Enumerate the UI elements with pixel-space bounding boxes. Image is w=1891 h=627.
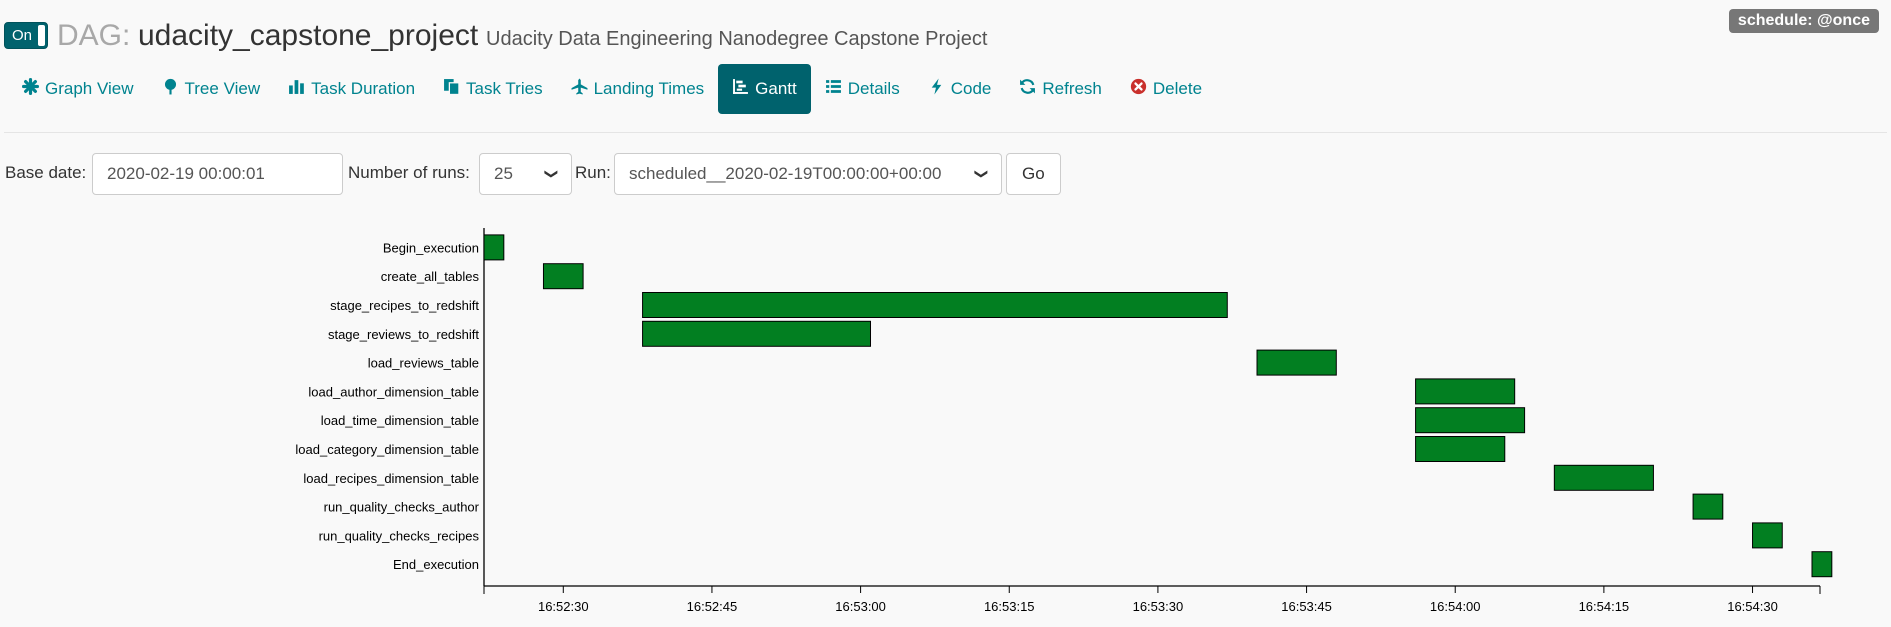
task-bar[interactable] (1416, 437, 1505, 462)
copy-icon (443, 78, 460, 100)
task-bar[interactable] (643, 293, 1228, 318)
run-select[interactable]: scheduled__2020-02-19T00:00:00+00:00 ❯ (614, 153, 1002, 195)
tab-graph-view[interactable]: Graph View (8, 64, 148, 114)
task-label: load_recipes_dimension_table (303, 471, 479, 486)
chevron-down-icon: ❯ (542, 169, 562, 180)
task-label: load_reviews_table (368, 356, 479, 371)
task-label: End_execution (393, 557, 479, 572)
x-tick-label: 16:52:45 (687, 599, 738, 614)
task-bar[interactable] (1416, 379, 1515, 404)
x-tick-label: 16:53:45 (1281, 599, 1332, 614)
num-runs-select[interactable]: 25 ❯ (479, 153, 572, 195)
run-label: Run: (575, 163, 611, 183)
task-bar[interactable] (543, 264, 583, 289)
tab-label: Graph View (45, 79, 134, 99)
remove-circle-icon (1130, 78, 1147, 100)
tab-tree-view[interactable]: Tree View (148, 64, 275, 114)
tab-delete[interactable]: Delete (1116, 64, 1216, 114)
task-bar[interactable] (1693, 494, 1723, 519)
tab-label: Gantt (755, 79, 797, 99)
x-tick-label: 16:54:30 (1727, 599, 1778, 614)
dag-description: Udacity Data Engineering Nanodegree Caps… (486, 27, 987, 51)
x-tick-label: 16:53:15 (984, 599, 1035, 614)
task-bar[interactable] (484, 235, 504, 260)
tab-label: Details (848, 79, 900, 99)
task-label: stage_reviews_to_redshift (328, 327, 479, 342)
go-button[interactable]: Go (1006, 153, 1061, 195)
toggle-label: On (12, 27, 32, 44)
bar-chart-icon (288, 78, 305, 100)
task-label: Begin_execution (383, 240, 479, 255)
task-bar[interactable] (1416, 408, 1525, 433)
tab-gantt[interactable]: Gantt (718, 64, 811, 114)
task-label: create_all_tables (381, 269, 480, 284)
x-tick-label: 16:54:15 (1579, 599, 1630, 614)
gantt-icon (732, 78, 749, 100)
task-bar[interactable] (1812, 552, 1832, 577)
tab-task-duration[interactable]: Task Duration (274, 64, 429, 114)
refresh-icon (1019, 78, 1036, 100)
tab-label: Tree View (185, 79, 261, 99)
list-icon (825, 78, 842, 100)
base-date-label: Base date: (5, 163, 86, 183)
task-bar[interactable] (1554, 465, 1653, 490)
task-bar[interactable] (1753, 523, 1783, 548)
toggle-knob (38, 25, 45, 46)
task-label: load_author_dimension_table (308, 384, 479, 399)
tab-label: Landing Times (594, 79, 705, 99)
schedule-badge: schedule: @once (1729, 9, 1879, 33)
gantt-chart: Begin_execution create_all_tables stage_re… (0, 225, 1891, 627)
num-runs-value: 25 (494, 164, 513, 184)
tab-refresh[interactable]: Refresh (1005, 64, 1116, 114)
dag-nav-tabs: Graph View Tree View Task Duration Task … (8, 64, 1216, 114)
dag-title: udacity_capstone_project (138, 18, 478, 54)
x-tick-label: 16:53:00 (835, 599, 886, 614)
tab-label: Code (951, 79, 992, 99)
task-label: load_time_dimension_table (321, 413, 479, 428)
run-value: scheduled__2020-02-19T00:00:00+00:00 (629, 164, 941, 184)
asterisk-icon (22, 78, 39, 100)
x-tick-label: 16:54:00 (1430, 599, 1481, 614)
x-tick-label: 16:52:30 (538, 599, 589, 614)
header-divider (4, 132, 1887, 133)
tab-details[interactable]: Details (811, 64, 914, 114)
task-label: load_category_dimension_table (295, 442, 479, 457)
task-label: run_quality_checks_recipes (319, 528, 480, 543)
tab-landing-times[interactable]: Landing Times (557, 64, 719, 114)
tab-code[interactable]: Code (914, 64, 1006, 114)
task-label: stage_recipes_to_redshift (330, 298, 479, 313)
chevron-down-icon: ❯ (972, 169, 992, 180)
tab-label: Delete (1153, 79, 1202, 99)
plane-icon (571, 78, 588, 100)
x-tick-label: 16:53:30 (1133, 599, 1184, 614)
tab-task-tries[interactable]: Task Tries (429, 64, 557, 114)
base-date-input[interactable]: 2020-02-19 00:00:01 (92, 153, 343, 195)
dag-on-toggle[interactable]: On (4, 22, 48, 49)
task-bar[interactable] (1257, 350, 1336, 375)
tab-label: Task Tries (466, 79, 543, 99)
task-label: run_quality_checks_author (324, 500, 480, 515)
tree-icon (162, 78, 179, 100)
task-bar[interactable] (643, 321, 871, 346)
dag-prefix: DAG: (57, 18, 130, 54)
tab-label: Task Duration (311, 79, 415, 99)
num-runs-label: Number of runs: (348, 163, 470, 183)
flash-icon (928, 78, 945, 100)
tab-label: Refresh (1042, 79, 1102, 99)
